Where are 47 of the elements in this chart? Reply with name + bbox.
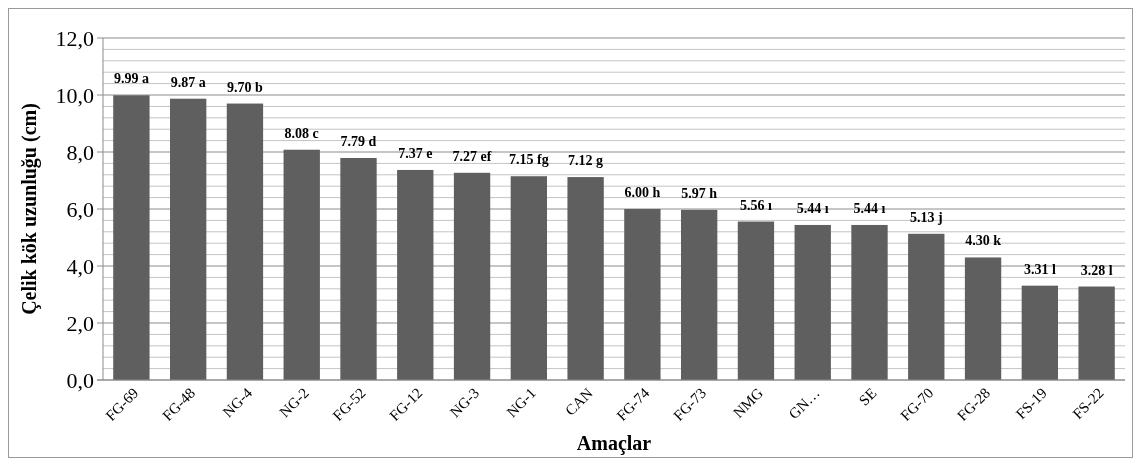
data-label: 5.56 ı — [740, 197, 772, 213]
bar — [851, 224, 888, 380]
bar — [113, 95, 150, 380]
bar — [681, 209, 718, 380]
y-tick-label: 12,0 — [55, 25, 94, 51]
y-tick-label: 6,0 — [66, 196, 94, 222]
bar — [170, 98, 207, 380]
y-axis-title: Çelik kök uzunluğu (cm) — [18, 103, 41, 315]
data-label: 5.13 j — [909, 209, 943, 225]
data-label: 3.31 l — [1023, 261, 1056, 277]
data-label: 7.79 d — [340, 133, 377, 149]
x-tick-label: GN… — [785, 384, 823, 423]
bar — [340, 157, 377, 380]
data-label: 9.87 a — [170, 74, 206, 90]
bar — [1078, 286, 1115, 380]
bar — [397, 169, 434, 380]
data-label: 7.27 ef — [452, 148, 492, 164]
data-label: 8.08 c — [284, 125, 319, 141]
bar — [453, 172, 491, 380]
bar — [567, 177, 604, 380]
data-label: 5.44 ı — [853, 200, 886, 216]
data-label: 5.44 ı — [796, 200, 829, 216]
data-label: 7.12 g — [568, 153, 604, 169]
data-label: 7.37 e — [398, 145, 433, 161]
data-label: 4.30 k — [965, 233, 1002, 249]
x-axis-title: Amaçlar — [576, 432, 652, 455]
data-label: 3.28 l — [1080, 262, 1113, 278]
y-tick-label: 4,0 — [66, 253, 94, 279]
bar — [283, 149, 320, 380]
bar — [624, 209, 661, 380]
y-tick-label: 10,0 — [55, 82, 94, 108]
data-label: 9.70 b — [227, 79, 264, 95]
bar — [1021, 285, 1058, 380]
y-tick-label: 8,0 — [66, 139, 94, 165]
x-tick-label: SE — [855, 384, 880, 409]
y-tick-label: 2,0 — [66, 310, 94, 336]
bar — [510, 176, 547, 380]
y-tick-label: 0,0 — [66, 367, 94, 393]
bar — [908, 233, 945, 380]
data-label: 9.99 a — [113, 71, 149, 87]
bar — [794, 224, 831, 380]
bar — [964, 257, 1002, 380]
data-label: 7.15 fg — [509, 152, 549, 168]
data-label: 5.97 h — [681, 185, 718, 201]
bar — [737, 221, 775, 380]
data-label: 6.00 h — [624, 185, 661, 200]
bar — [226, 103, 264, 380]
